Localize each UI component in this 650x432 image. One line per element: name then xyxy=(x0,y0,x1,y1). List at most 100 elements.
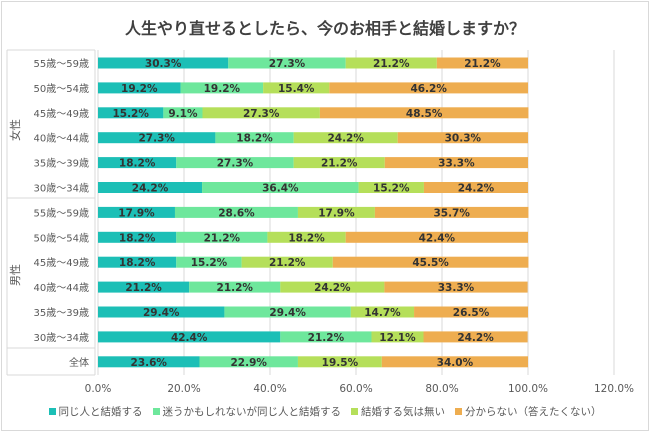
bar-segment xyxy=(224,306,351,318)
bar-segment xyxy=(293,132,398,144)
data-label: 9.1% xyxy=(168,108,198,120)
data-label: 26.5% xyxy=(453,307,490,319)
bar-segment xyxy=(329,82,528,94)
bar-segment xyxy=(98,331,281,343)
data-label: 21.2% xyxy=(373,58,410,70)
x-tick-label: 80.0% xyxy=(425,383,458,395)
bar-segment xyxy=(98,306,225,318)
data-label: 17.9% xyxy=(118,207,155,219)
group-label-male: 男性 xyxy=(8,264,22,286)
bar-segment xyxy=(98,157,177,169)
bar-segment xyxy=(228,57,346,69)
group-label-female: 女性 xyxy=(8,119,22,141)
legend-item: 結婚する気は無い xyxy=(351,404,445,419)
bar-segment xyxy=(241,256,333,268)
bar-segment xyxy=(98,57,229,69)
legend-item: 迷うかもしれないが同じ人と結婚する xyxy=(152,404,342,419)
data-label: 12.1% xyxy=(379,332,416,344)
legend-label: 同じ人と結婚する xyxy=(58,406,143,418)
data-label: 48.5% xyxy=(406,108,443,120)
legend-item: 同じ人と結婚する xyxy=(48,404,143,419)
data-label: 24.2% xyxy=(457,332,494,344)
bar-segment xyxy=(215,132,294,144)
bar-segment xyxy=(98,281,190,293)
legend-swatch xyxy=(455,408,462,415)
data-label: 27.3% xyxy=(138,133,175,145)
data-label: 30.3% xyxy=(445,133,482,145)
bar-segment xyxy=(189,281,281,293)
category-label: 45歳～49歳 xyxy=(34,108,89,120)
legend-label: 結婚する気は無い xyxy=(361,406,445,418)
bar-segment xyxy=(199,356,298,368)
bar-segment xyxy=(263,82,330,94)
category-label: 全体 xyxy=(69,356,89,369)
bar-segment xyxy=(202,182,359,193)
data-label: 27.3% xyxy=(217,158,254,170)
data-label: 19.2% xyxy=(121,83,158,95)
data-label: 27.3% xyxy=(243,108,280,120)
x-tick-label: 20.0% xyxy=(167,383,200,395)
bar-segment xyxy=(297,356,382,368)
bar-segment xyxy=(180,82,264,94)
legend-label: 迷うかもしれないが同じ人と結婚する xyxy=(162,406,342,418)
data-label: 29.4% xyxy=(269,307,306,319)
data-label: 18.2% xyxy=(119,232,156,244)
bar-segment xyxy=(202,107,320,119)
category-label: 40歳～44歳 xyxy=(34,282,89,294)
data-label: 21.2% xyxy=(464,58,501,70)
data-label: 21.2% xyxy=(321,158,358,170)
data-label: 21.2% xyxy=(217,282,254,294)
data-label: 24.2% xyxy=(327,133,364,145)
data-label: 18.2% xyxy=(236,133,273,145)
data-label: 29.4% xyxy=(143,307,180,319)
data-label: 24.2% xyxy=(458,183,495,195)
category-label: 55歳～59歳 xyxy=(34,207,89,219)
data-label: 45.5% xyxy=(412,257,449,269)
legend-item: 分からない（答えたくない） xyxy=(455,404,602,419)
data-label: 27.3% xyxy=(269,58,306,70)
category-label: 35歳～39歳 xyxy=(34,307,89,319)
bar-segment xyxy=(423,182,528,193)
data-label: 35.7% xyxy=(433,207,470,219)
data-label: 19.5% xyxy=(322,357,359,369)
bar-segment xyxy=(384,157,528,169)
data-label: 14.7% xyxy=(364,307,401,319)
bar-segment xyxy=(345,231,528,243)
data-label: 18.2% xyxy=(288,232,325,244)
legend-swatch xyxy=(48,408,56,415)
data-label: 21.2% xyxy=(308,332,345,344)
bar-segment xyxy=(163,107,203,119)
legend-swatch xyxy=(351,408,358,415)
data-label: 18.2% xyxy=(119,257,156,269)
bar-segment xyxy=(414,306,528,318)
bar-segment xyxy=(176,256,242,268)
data-label: 21.2% xyxy=(204,232,241,244)
bar-segment xyxy=(381,356,528,368)
data-label: 30.3% xyxy=(145,58,182,70)
bar-segment xyxy=(267,231,346,243)
bar-segment xyxy=(98,182,203,193)
bar-segment xyxy=(293,157,385,169)
x-tick-label: 60.0% xyxy=(339,383,372,395)
data-label: 15.2% xyxy=(373,183,410,195)
category-label: 50歳～54歳 xyxy=(34,232,89,244)
bar-segment xyxy=(176,157,294,169)
bar-segment xyxy=(371,331,424,343)
bar-segment xyxy=(98,356,200,368)
data-label: 19.2% xyxy=(204,83,241,95)
category-label: 55歳～59歳 xyxy=(34,58,89,70)
category-label: 50歳～54歳 xyxy=(34,83,89,95)
category-label: 45歳～49歳 xyxy=(34,257,89,269)
data-label: 23.6% xyxy=(131,357,168,369)
category-label: 40歳～44歳 xyxy=(34,133,89,145)
data-label: 15.2% xyxy=(112,108,149,120)
data-label: 24.2% xyxy=(132,183,169,195)
data-label: 34.0% xyxy=(437,357,474,369)
bar-segment xyxy=(98,107,164,119)
bar-segment xyxy=(423,331,528,343)
bar-segment xyxy=(374,206,529,218)
category-label: 30歳～34歳 xyxy=(34,183,89,195)
bar-segment xyxy=(98,256,177,268)
